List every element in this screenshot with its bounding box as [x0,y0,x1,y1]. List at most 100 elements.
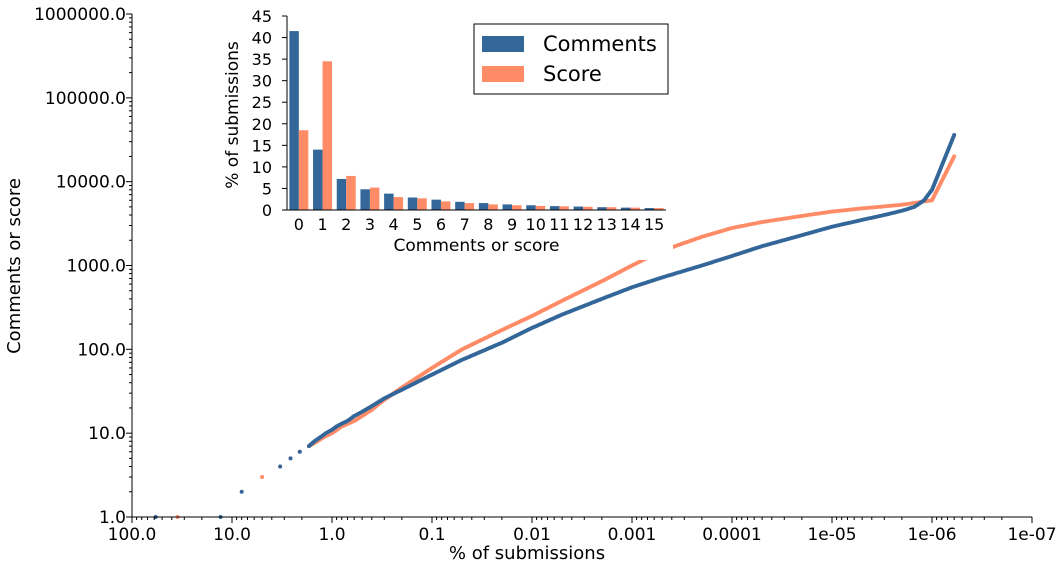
inset-x-axis-title: Comments or score [393,236,559,256]
bar [346,175,356,210]
main-axes: 100.0 10.0 1.0 0.1 0.01 0.001 0.0001 1e-05 1e-06… [4,5,1057,564]
bar [549,206,560,210]
inset-x-tick-label: 14 [620,215,640,234]
y-tick-label: 1.0 [99,508,126,528]
bar [322,61,333,211]
x-tick-label: 1e-05 [807,525,856,545]
inset-x-tick-label: 11 [549,215,569,234]
legend-label: Score [543,62,602,86]
inset-x-tick-label: 3 [365,215,375,234]
inset-x-tick-label: 1 [317,215,327,234]
inset-y-tick-label: 15 [252,136,272,155]
inset-x-tick-label: 13 [597,215,617,234]
bar-series-comments [289,31,655,211]
scatter-series-comments [153,133,957,519]
bar [644,208,655,210]
x-tick-label: 1e-06 [907,525,956,545]
bar [440,201,451,210]
inset-x-tick-label: 10 [526,215,546,234]
inset-y-tick-label: 40 [252,29,272,48]
inset-y-tick-label: 20 [252,115,272,134]
inset-y-axis-title: % of submissions [223,41,243,189]
bar [298,130,309,210]
bar [369,187,380,210]
bar [488,204,498,210]
bar [535,205,546,210]
main-scatter-points [153,133,957,519]
inset-x-tick-label: 8 [483,215,493,234]
data-point [288,456,293,461]
data-point [278,464,283,469]
legend-label: Comments [543,32,657,56]
scatter-series-score [175,154,957,519]
data-point [297,449,302,454]
bar [606,207,617,210]
x-tick-label: 0.001 [608,525,657,545]
bar [630,207,640,210]
inset-y-tick-label: 5 [262,179,272,198]
y-tick-label: 1000.0 [67,257,126,277]
inset-y-tick-label: 25 [252,93,272,112]
bar [407,197,418,210]
legend: Comments Score [473,23,669,95]
data-point [952,154,957,159]
inset-y-tick-label: 35 [252,50,272,69]
bar [384,193,394,210]
x-tick-label: 1e-07 [1007,525,1056,545]
y-tick-label: 100000.0 [45,89,126,109]
bar [360,189,370,210]
legend-swatch [482,66,524,82]
data-point [952,133,957,138]
inset-x-tick-label: 12 [573,215,593,234]
bar [478,203,489,210]
inset-y-tick-label: 45 [252,7,272,26]
inset-x-tick-label: 4 [389,215,399,234]
y-tick-label: 10000.0 [56,173,126,193]
bar [464,203,475,210]
bar [502,204,513,210]
bar-series-score [298,61,664,211]
x-tick-label: 0.01 [513,525,551,545]
x-tick-label: 0.1 [418,525,445,545]
inset-x-tick-label: 6 [436,215,446,234]
bar [526,205,536,210]
inset-x-tick-label: 9 [507,215,517,234]
bar [654,208,664,210]
bar [313,149,323,210]
x-tick-label: 1.0 [318,525,345,545]
bar [393,197,404,210]
bar [597,207,607,210]
inset-x-tick-label: 0 [294,215,304,234]
legend-swatch [482,36,524,52]
bar [455,201,465,210]
x-tick-label: 10.0 [213,525,251,545]
data-point [239,489,244,494]
bar [573,206,584,210]
inset-y-tick-label: 10 [252,158,272,177]
bar [583,206,593,210]
bar [431,199,441,210]
y-tick-label: 1000000.0 [34,5,126,25]
x-tick-label: 100.0 [108,525,157,545]
data-point [260,475,265,480]
x-axis-title: % of submissions [449,543,605,564]
y-tick-label: 10.0 [88,424,126,444]
x-tick-label: 0.0001 [702,525,761,545]
inset-x-tick-label: 7 [460,215,470,234]
y-tick-label: 100.0 [77,340,126,360]
bar [512,205,522,210]
inset-x-tick-label: 2 [341,215,351,234]
bar [620,207,631,210]
legend-box [473,23,669,95]
inset-x-tick-label: 15 [644,215,664,234]
bar [289,31,299,211]
inset-y-tick-label: 30 [252,72,272,91]
inset-x-tick-label: 5 [412,215,422,234]
bar [417,198,427,210]
bar [336,178,347,210]
y-axis-title: Comments or score [4,178,25,354]
bar [559,206,569,210]
